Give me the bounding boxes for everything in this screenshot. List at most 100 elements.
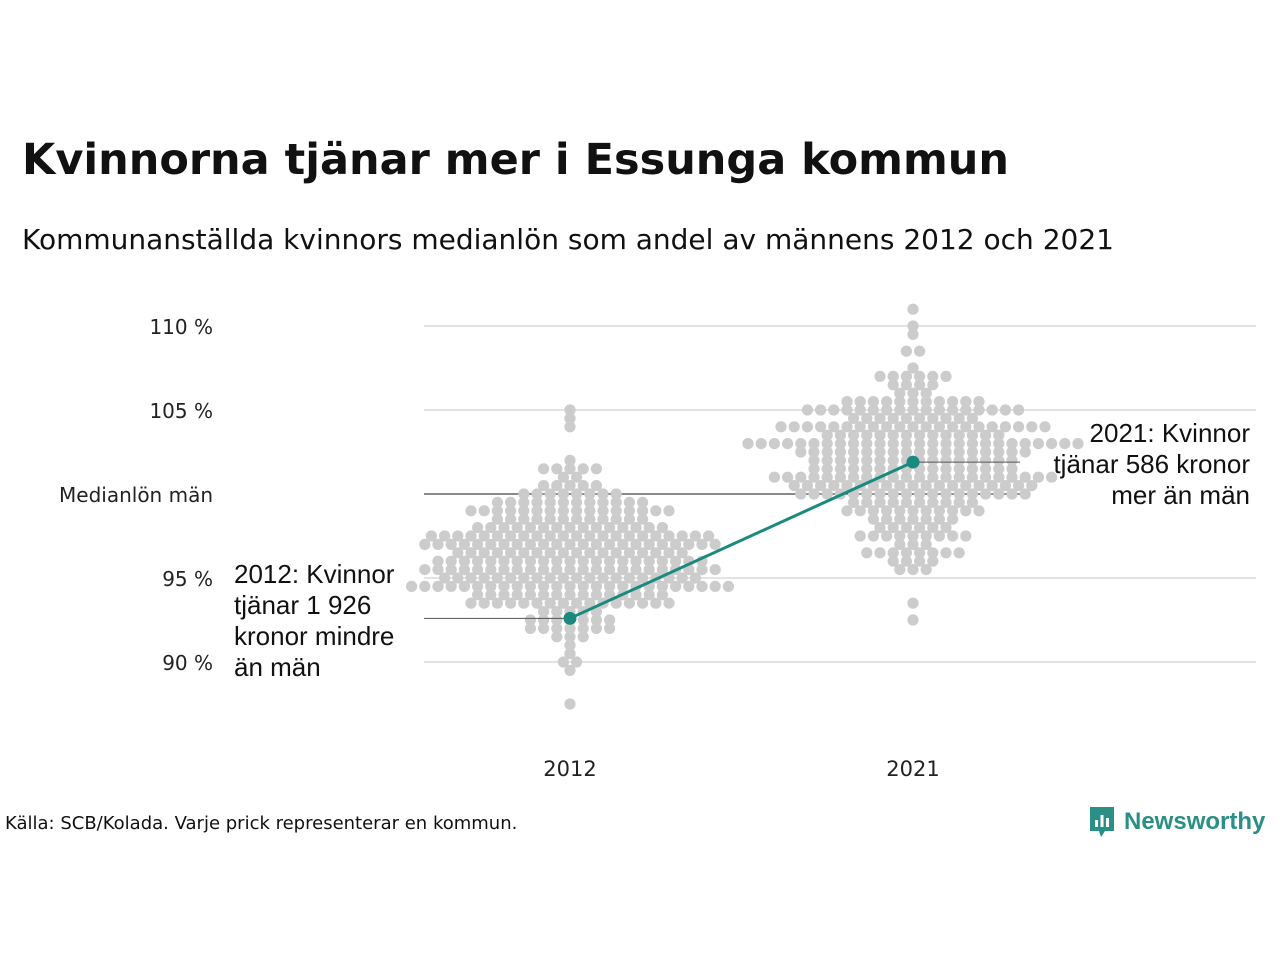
data-point [557,513,570,525]
data-point [465,505,477,517]
data-point [861,412,873,424]
data-point [584,505,596,517]
data-point [478,505,490,517]
data-point [861,438,873,450]
data-point [927,454,939,466]
data-point [834,463,847,475]
data-point [900,429,913,441]
data-point [610,597,622,609]
data-point [670,555,682,567]
data-point [425,530,437,542]
data-point [947,421,959,433]
data-point [900,446,913,458]
data-point [927,555,939,567]
data-point [881,480,893,492]
data-point [610,496,622,508]
data-point [557,496,570,508]
data-point [564,698,576,710]
data-point [491,530,503,542]
data-point [894,387,906,399]
data-point [1032,471,1044,483]
data-point [439,572,451,584]
data-point [907,564,919,576]
data-point [491,496,503,508]
data-point [571,572,583,584]
data-point [927,471,939,483]
data-point [782,438,794,450]
data-point [637,496,649,508]
y-tick-label: 105 % [149,399,213,423]
data-point [947,513,959,525]
data-point [643,564,655,576]
data-point [637,505,649,517]
data-point [907,614,919,626]
data-point [894,404,906,416]
data-point [696,564,708,576]
data-point [1006,438,1018,450]
data-point [874,547,886,559]
data-point [907,387,919,399]
data-point [538,606,550,618]
data-point [960,505,972,517]
data-point [584,513,596,525]
data-point [993,471,1005,483]
data-point [808,454,820,466]
data-point [590,614,603,626]
data-point [874,463,886,475]
data-point [663,505,675,517]
y-tick-label: 110 % [149,315,213,339]
data-point [900,522,913,534]
data-point [907,513,919,525]
data-point [432,580,444,592]
data-point [900,438,913,450]
chart-title: Kvinnorna tjänar mer i Essunga kommun [22,135,1010,185]
data-point [630,555,642,567]
data-point [867,396,880,408]
data-point [887,446,899,458]
data-point [933,480,946,492]
highlight-point [906,455,920,469]
data-point [887,454,899,466]
data-point [485,564,497,576]
data-point [940,446,952,458]
data-point [841,421,853,433]
data-point [867,421,880,433]
data-point [676,547,688,559]
data-point [874,522,886,534]
data-point [465,530,477,542]
y-tick-label: 90 % [162,651,213,675]
data-point [874,496,886,508]
data-point [815,421,827,433]
data-point [874,412,886,424]
data-point [406,580,418,592]
data-point [465,547,477,559]
data-point [432,564,444,576]
data-point [960,530,972,542]
data-point [927,429,939,441]
data-point [637,513,649,525]
data-point [590,480,603,492]
data-point [551,538,563,550]
newsworthy-logo[interactable]: Newsworthy [1088,804,1265,840]
data-point [557,572,570,584]
data-point [1006,446,1018,458]
data-point [788,480,800,492]
data-point [478,597,490,609]
data-point [445,555,457,567]
data-point [874,370,886,382]
data-point [472,522,484,534]
data-point [623,530,636,542]
data-point [953,412,965,424]
brand-name: Newsworthy [1124,808,1266,835]
data-point [742,438,754,450]
data-point [887,547,899,559]
data-point [676,572,688,584]
data-point [478,530,490,542]
annotation-line: 2012: Kvinnor [234,559,395,589]
data-point [848,438,860,450]
data-point [940,370,952,382]
data-point [670,538,682,550]
data-point [524,538,537,550]
data-point [834,471,847,483]
data-point [458,538,470,550]
